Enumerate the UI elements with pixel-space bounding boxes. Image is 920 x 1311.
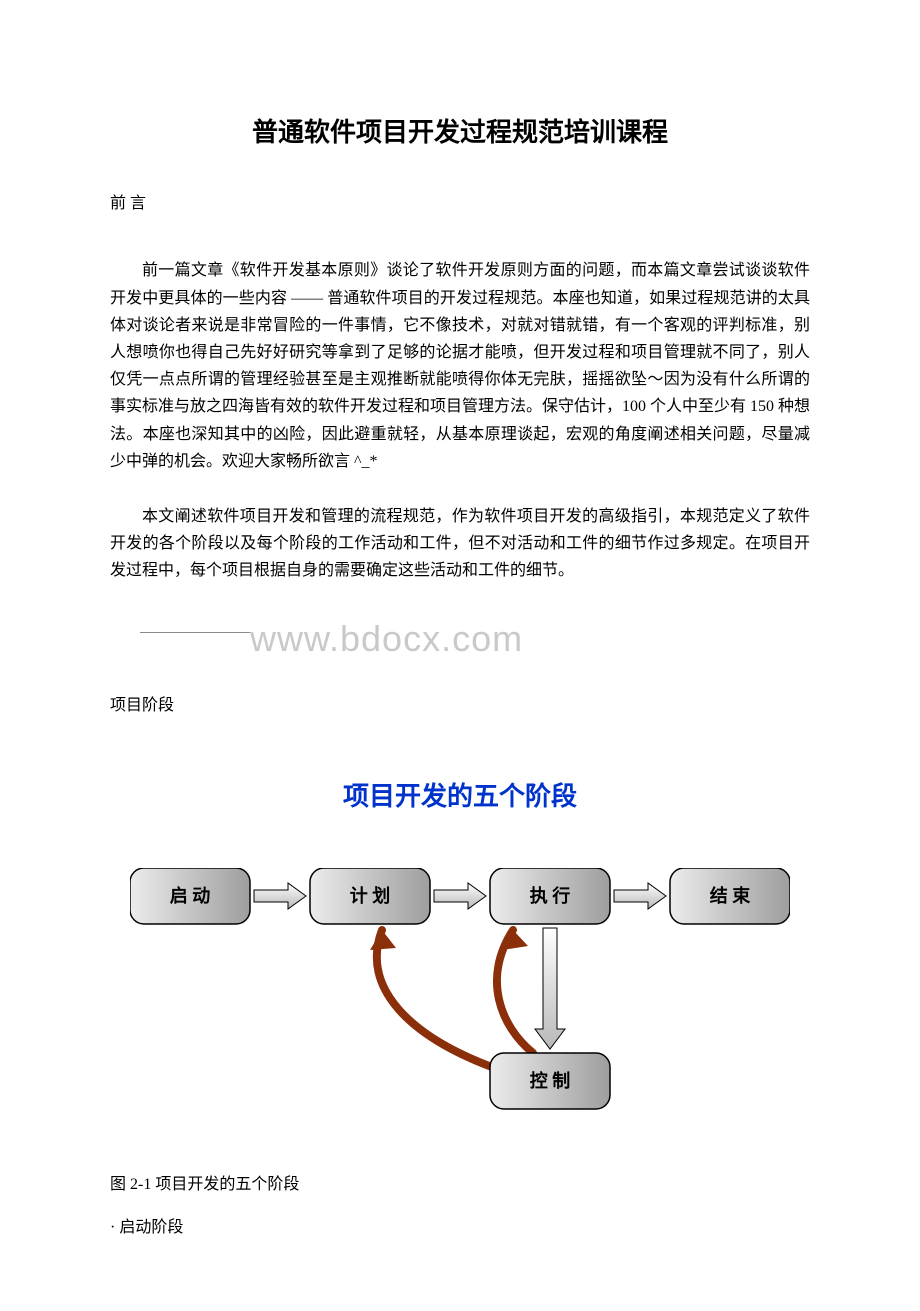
paragraph-1: 前一篇文章《软件开发基本原则》谈论了软件开发原则方面的问题，而本篇文章尝试谈谈软… [110, 257, 810, 475]
curve-arrow-control-to-exec [497, 930, 533, 1053]
flow-node-exec: 执 行 [490, 868, 610, 924]
arrow-exec-to-end [614, 883, 666, 909]
curve-arrowhead-control-to-plan [370, 930, 396, 950]
flow-node-end: 结 束 [670, 868, 790, 924]
flowchart-diagram: 启 动 计 划 执 行 结 束控 制 [130, 868, 790, 1137]
flow-node-label-control: 控 制 [530, 1070, 571, 1091]
watermark-text: www.bdocx.com [250, 608, 523, 669]
curve-arrow-control-to-plan [377, 930, 500, 1070]
flow-node-start: 启 动 [130, 868, 250, 924]
document-title: 普通软件项目开发过程规范培训课程 [110, 110, 810, 154]
divider-row: www.bdocx.com [110, 612, 810, 652]
stage-section-label: 项目阶段 [110, 692, 810, 719]
horizontal-rule [140, 632, 250, 633]
bullet-start-phase: · 启动阶段 [110, 1214, 810, 1241]
arrow-exec-to-control [535, 928, 565, 1049]
figure-caption: 图 2-1 项目开发的五个阶段 [110, 1171, 810, 1198]
flow-node-control: 控 制 [490, 1053, 610, 1109]
flow-node-plan: 计 划 [310, 868, 430, 924]
paragraph-2: 本文阐述软件项目开发和管理的流程规范，作为软件项目开发的高级指引，本规范定义了软… [110, 503, 810, 585]
flowchart-svg: 启 动 计 划 执 行 结 束控 制 [130, 868, 790, 1128]
arrow-plan-to-exec [434, 883, 486, 909]
flow-node-label-exec: 执 行 [530, 885, 571, 906]
diagram-title: 项目开发的五个阶段 [110, 774, 810, 818]
preface-label: 前 言 [110, 190, 810, 217]
flow-node-label-plan: 计 划 [350, 885, 391, 906]
arrow-start-to-plan [254, 883, 306, 909]
flow-node-label-start: 启 动 [170, 885, 211, 906]
flow-node-label-end: 结 束 [710, 885, 751, 906]
